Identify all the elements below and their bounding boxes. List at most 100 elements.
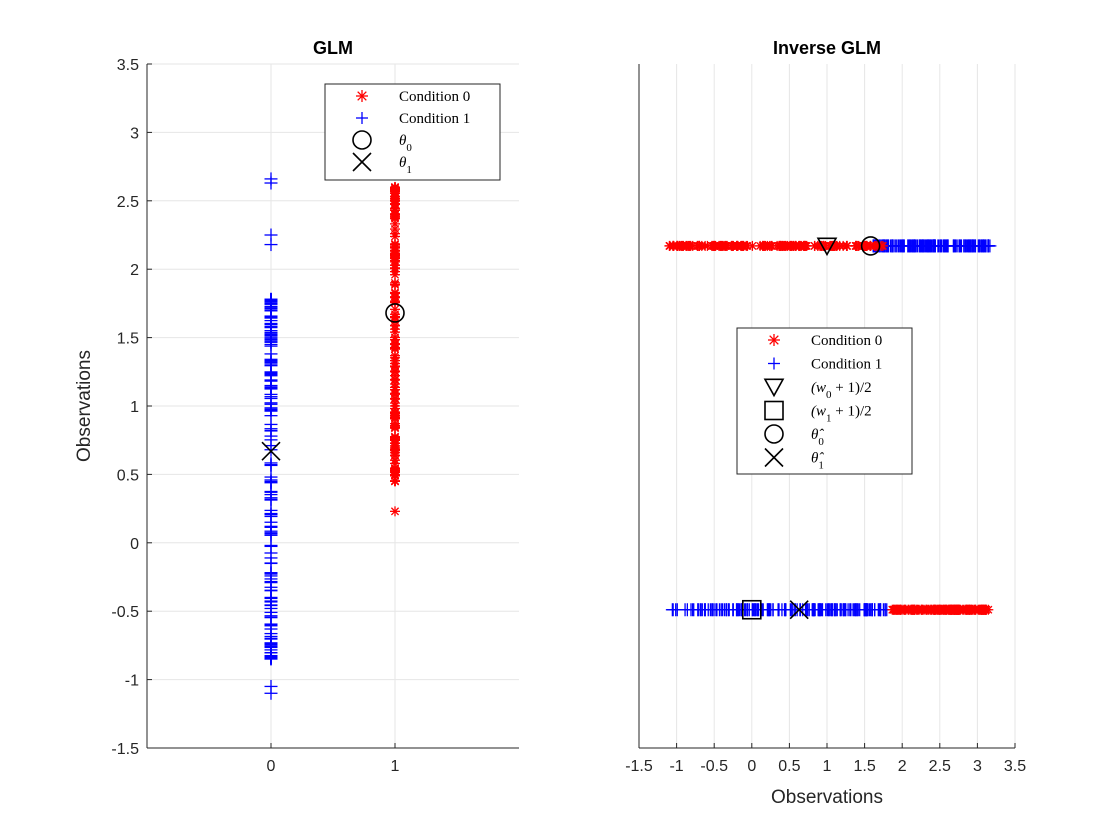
data-point [684,603,698,617]
data-point [842,240,853,251]
estimate-marker [261,441,281,461]
x-tick-label: 3 [973,758,982,775]
estimate-marker [860,236,881,256]
y-tick-label: 0.5 [117,467,139,484]
legend-label: (w1 + 1)/2 [811,404,872,425]
data-point [923,604,934,615]
inverse-glm-axes: Inverse GLM Observations -1.5 -1 -0.5 0 0.5 1… [625,38,1026,808]
data-point [702,240,713,251]
data-point [799,240,810,251]
data-point [698,603,712,617]
inverse-glm-xlabel: Observations [771,787,883,808]
data-point [390,393,400,404]
data-point [709,240,720,251]
data-point [264,456,278,470]
data-point [963,239,977,253]
y-tick-label: -1.5 [111,741,139,758]
data-point [264,443,278,457]
x-tick-label: -1.5 [625,758,653,775]
data-point [751,603,765,617]
data-point [887,604,898,615]
data-point [390,440,400,451]
data-point [264,335,278,349]
legend-label: Condition 0 [811,333,882,349]
y-tick-label: 1 [130,399,139,416]
x-tick-label: 0 [747,758,756,775]
legend-marker-x [764,447,784,468]
data-point [264,646,278,660]
legend-marker-asterisk [356,90,368,102]
data-point-outlier [390,506,400,517]
legend-label: θ1 [399,155,412,176]
inverse-glm-legend: Condition 0 Condition 1 (w0 + 1)/2 (w1 + 1)… [736,327,913,475]
y-tick-label: -1 [125,673,139,690]
y-tick-label: 2 [130,262,139,279]
data-point [755,240,766,251]
data-point [390,378,400,389]
legend-marker-circle [352,130,372,150]
data-point [264,632,278,646]
data-point [874,603,888,617]
data-point [264,309,278,323]
legend-label: Condition 1 [811,357,882,373]
data-point [832,240,843,251]
x-tick-label: 2 [898,758,907,775]
legend-marker-plus [356,112,368,124]
data-point [264,538,278,552]
data-point [390,218,400,229]
data-point [390,469,400,480]
data-point [390,210,400,221]
data-point [390,248,400,259]
legend-marker-square [764,400,784,421]
data-point-outlier [264,172,278,186]
y-tick-label: 1.5 [117,331,139,348]
legend-label: θ0 [399,133,412,154]
data-point [923,239,937,253]
legend-box [324,83,501,181]
legend-marker-triangle-down [763,378,785,398]
legend-label: Condition 0 [399,89,470,105]
data-point [264,611,278,625]
data-point [827,603,841,617]
data-point [264,551,278,565]
estimate-marker [741,599,762,620]
data-point [934,604,945,615]
data-point [676,240,687,251]
glm-plot-area [261,172,405,700]
data-point [390,421,400,432]
legend-box [736,327,913,475]
data-point [264,566,278,580]
inverse-glm-plot-area [664,236,997,620]
legend-label: Condition 1 [399,111,470,127]
legend-marker-circle [764,424,784,444]
x-tick-label: 0.5 [778,758,800,775]
data-point [390,279,400,290]
x-tick-label: 0 [267,758,276,775]
glm-axes: GLM Observations 0 1 -1.5 -1 -0.5 0 0.5 1 1.5 2 2.… [74,38,519,775]
glm-ylabel: Observations [74,350,95,462]
data-point [839,603,853,617]
data-point [390,342,400,353]
data-point [907,239,921,253]
data-point [909,604,920,615]
data-point [961,604,972,615]
y-tick-label: 2.5 [117,194,139,211]
legend-marker-plus [768,357,780,370]
data-point [939,239,953,253]
data-point [390,182,400,193]
y-tick-label: 3.5 [117,57,139,74]
data-point [264,424,278,438]
data-point [772,240,783,251]
data-point [264,594,278,608]
x-tick-label: 1.5 [853,758,875,775]
data-point [895,604,906,615]
data-point [877,240,888,251]
x-tick-label: -0.5 [700,758,728,775]
data-point [763,603,777,617]
data-point [264,474,278,488]
estimate-marker [816,237,838,257]
data-point [264,520,278,534]
x-tick-label: 1 [391,758,400,775]
